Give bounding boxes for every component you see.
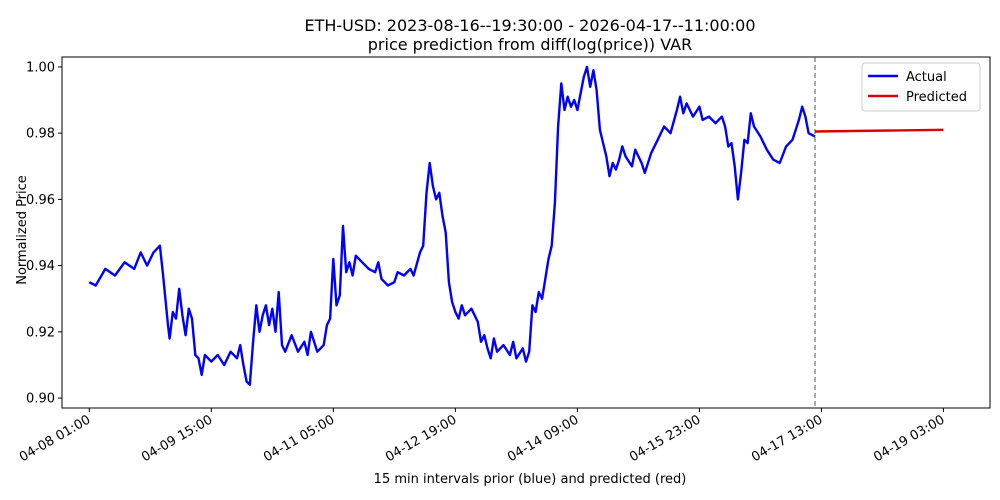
y-tick-label: 0.90 <box>26 392 55 407</box>
y-tick-label: 0.92 <box>26 325 55 340</box>
legend: Actual Predicted <box>861 62 981 112</box>
y-tick-label: 1.00 <box>26 60 55 75</box>
chart-subtitle: price prediction from diff(log(price)) V… <box>368 35 692 54</box>
y-tick-label: 0.98 <box>26 127 55 142</box>
y-tick-label: 0.94 <box>26 259 55 274</box>
chart-title: ETH-USD: 2023-08-16--19:30:00 - 2026-04-… <box>304 16 755 35</box>
legend-label-predicted: Predicted <box>906 90 967 105</box>
y-tick-label: 0.96 <box>26 193 55 208</box>
series-line-actual <box>88 65 816 386</box>
y-axis-label: Normalized Price <box>15 175 30 285</box>
legend-label-actual: Actual <box>906 70 947 85</box>
series-line-predicted <box>814 128 944 133</box>
plot-frame <box>61 56 991 409</box>
x-axis-label: 15 min intervals prior (blue) and predic… <box>374 472 687 487</box>
